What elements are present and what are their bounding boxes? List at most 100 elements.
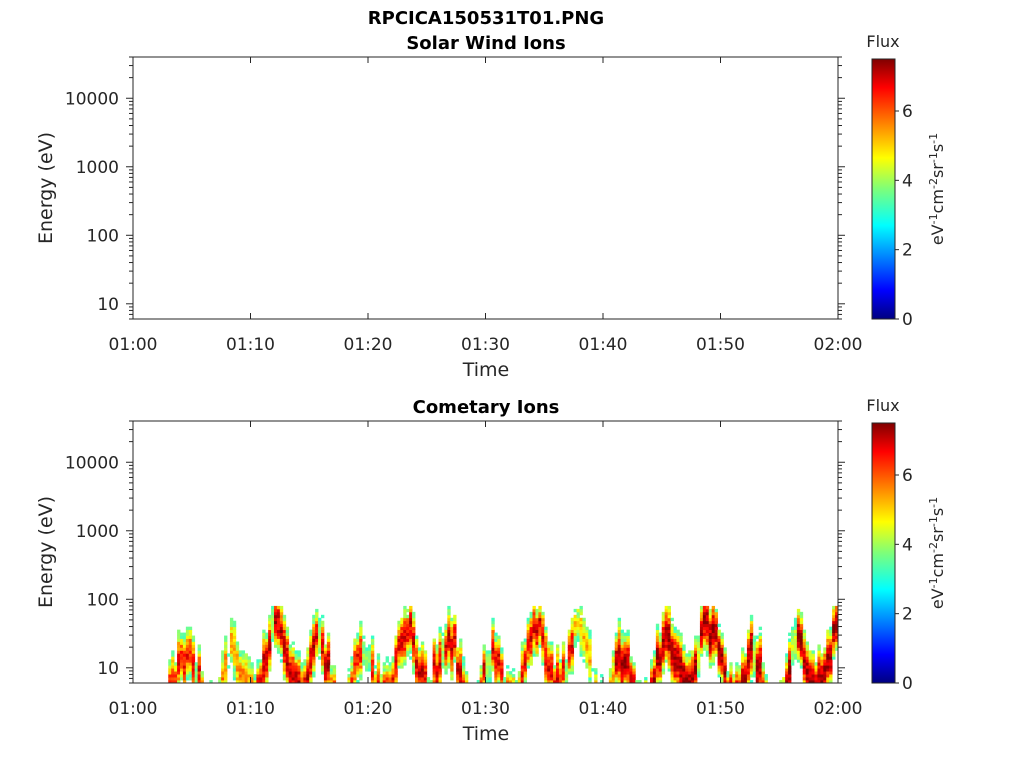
heatmap-cell — [497, 638, 501, 642]
heatmap-cell — [764, 680, 768, 683]
heatmap-cell — [817, 680, 821, 683]
heatmap-cell — [271, 608, 275, 613]
heatmap-cell — [506, 677, 510, 681]
heatmap-cell — [600, 674, 604, 678]
heatmap-cell — [259, 674, 263, 678]
heatmap-cell — [735, 665, 739, 669]
heatmap-cell — [699, 620, 704, 625]
heatmap-cell — [682, 677, 686, 681]
heatmap-cell — [749, 671, 754, 675]
heatmap-cell — [444, 641, 448, 645]
heatmap-cell — [450, 650, 454, 654]
heatmap-cell — [412, 662, 416, 666]
heatmap-cell — [661, 611, 666, 616]
heatmap-cell — [697, 638, 701, 642]
heatmap-cell — [547, 665, 551, 669]
heatmap-cell — [432, 668, 436, 672]
heatmap-cell — [547, 680, 551, 683]
heatmap-cell — [397, 629, 401, 634]
heatmap-cell — [573, 638, 577, 642]
heatmap-cell — [829, 644, 833, 648]
heatmap-cell — [306, 671, 310, 675]
heatmap-cell — [793, 641, 798, 645]
heatmap-cell — [667, 629, 671, 634]
heatmap-cell — [177, 641, 181, 645]
heatmap-cell — [544, 665, 548, 669]
heatmap-cell — [397, 647, 401, 651]
heatmap-cell — [532, 623, 536, 628]
heatmap-cell — [705, 620, 710, 625]
heatmap-cell — [268, 641, 272, 645]
heatmap-cell — [561, 662, 566, 666]
heatmap-cell — [746, 629, 751, 634]
heatmap-cell — [758, 641, 763, 645]
heatmap-cell — [265, 671, 269, 675]
heatmap-cell — [271, 626, 275, 631]
colorbar-tick-label: 4 — [902, 535, 913, 555]
heatmap-cell — [826, 632, 830, 636]
heatmap-cell — [588, 653, 592, 657]
heatmap-cell — [749, 650, 754, 654]
heatmap-cell — [415, 662, 419, 666]
heatmap-cell — [180, 662, 184, 666]
heatmap-cell — [717, 674, 721, 678]
heatmap-cell — [224, 638, 228, 642]
heatmap-cell — [188, 641, 193, 645]
heatmap-cell — [749, 641, 754, 645]
colorbar-tick-label: 4 — [902, 171, 913, 191]
heatmap-cell — [741, 665, 745, 669]
heatmap-cell — [288, 653, 293, 657]
heatmap-cell — [229, 623, 234, 628]
heatmap-cell — [365, 653, 369, 657]
heatmap-cell — [617, 650, 622, 654]
heatmap-cell — [438, 644, 442, 648]
heatmap-cell — [788, 671, 792, 675]
heatmap-cell — [309, 638, 313, 642]
heatmap-cell — [714, 614, 718, 619]
heatmap-cell — [588, 629, 592, 634]
heatmap-cell — [356, 650, 360, 654]
heatmap-cell — [321, 626, 325, 631]
heatmap-cell — [491, 662, 495, 666]
heatmap-cell — [667, 668, 671, 672]
heatmap-cell — [232, 620, 237, 625]
figure-title: RPCICA150531T01.PNG — [368, 8, 604, 29]
heatmap-cell — [485, 653, 489, 657]
heatmap-cell — [832, 605, 836, 610]
heatmap-cell — [620, 671, 624, 675]
heatmap-cell — [177, 662, 181, 666]
heatmap-cell — [705, 638, 710, 642]
heatmap-cell — [708, 608, 713, 613]
heatmap-cell — [694, 644, 698, 648]
heatmap-cell — [370, 674, 375, 678]
heatmap-cell — [758, 653, 763, 657]
heatmap-cell — [791, 662, 795, 666]
heatmap-cell — [200, 677, 204, 681]
heatmap-cell — [791, 641, 795, 645]
heatmap-cell — [235, 650, 240, 654]
heatmap-cell — [699, 626, 704, 631]
heatmap-cell — [685, 674, 689, 678]
heatmap-cell — [720, 641, 724, 645]
heatmap-cell — [441, 644, 445, 648]
heatmap-cell — [547, 647, 551, 651]
heatmap-cell — [268, 668, 272, 672]
heatmap-cell — [658, 650, 663, 654]
heatmap-cell — [438, 665, 442, 669]
heatmap-cell — [497, 668, 501, 672]
heatmap-cell — [702, 623, 707, 628]
heatmap-cell — [315, 629, 319, 634]
heatmap-cell — [323, 668, 328, 672]
heatmap-cell — [661, 659, 666, 663]
heatmap-cell — [617, 668, 622, 672]
heatmap-cell — [235, 680, 240, 683]
heatmap-cell — [705, 647, 710, 651]
heatmap-cell — [456, 653, 460, 657]
heatmap-cell — [232, 644, 237, 648]
heatmap-cell — [620, 680, 624, 683]
heatmap-cell — [714, 617, 718, 622]
heatmap-cell — [359, 662, 363, 666]
heatmap-cell — [403, 614, 407, 619]
heatmap-cell — [232, 647, 237, 651]
heatmap-cell — [744, 659, 748, 663]
